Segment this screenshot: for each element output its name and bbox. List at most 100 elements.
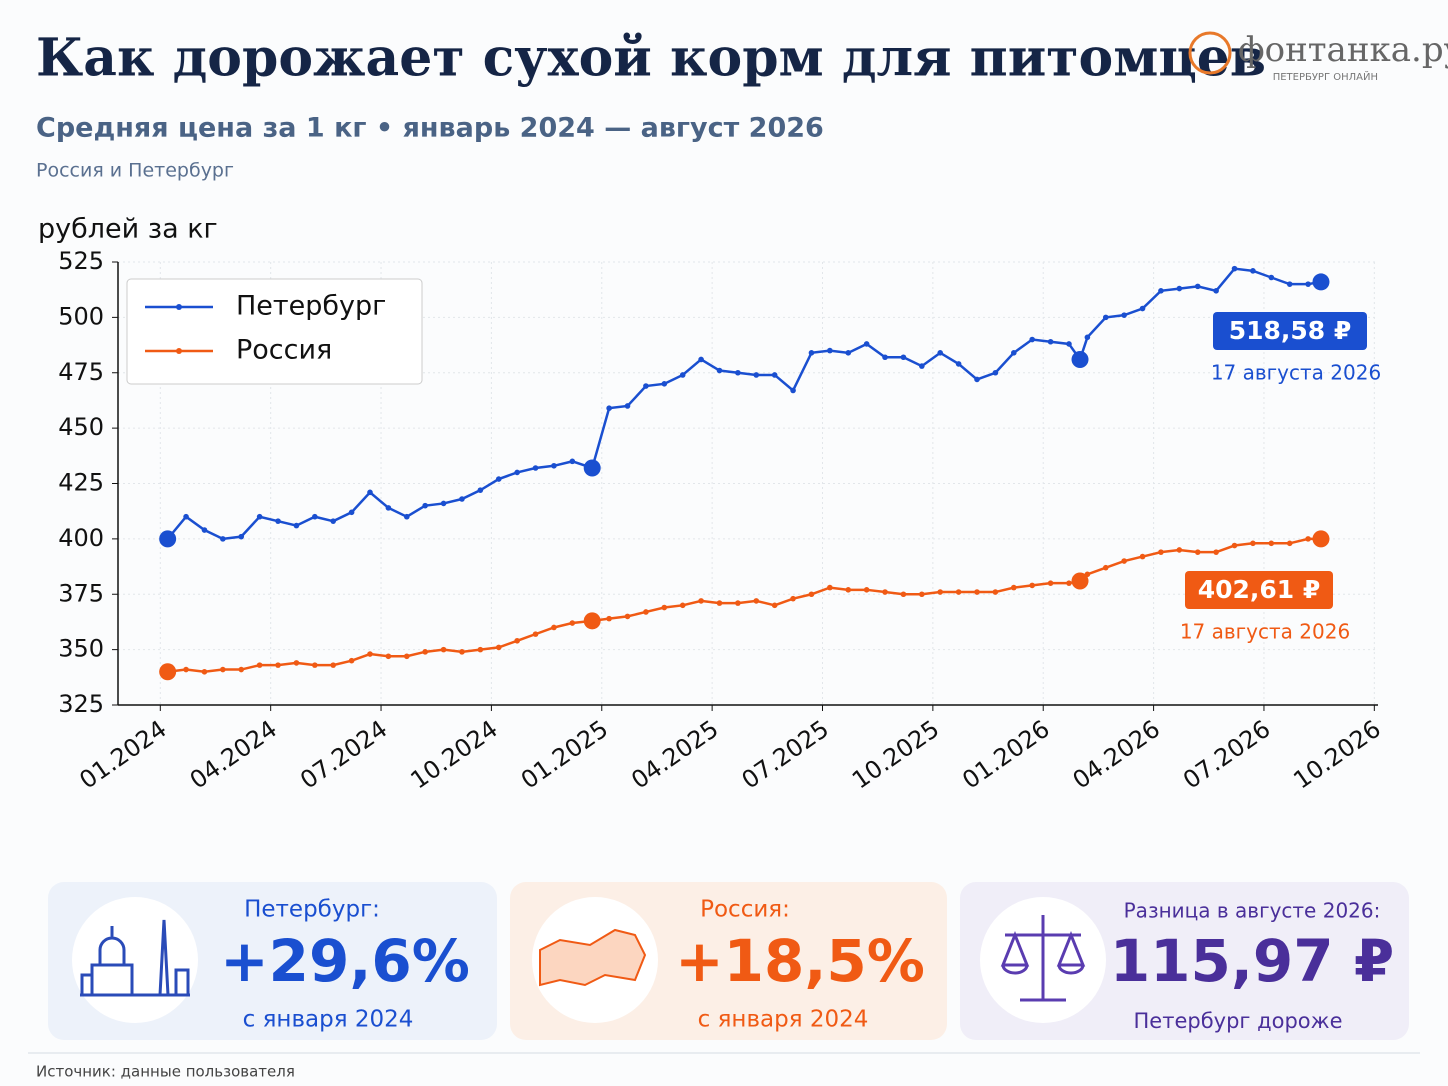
y-tick-label: 375	[58, 579, 104, 607]
logo-icon	[1188, 31, 1232, 75]
card-label: Разница в августе 2026:	[1124, 899, 1381, 923]
city-icon	[80, 919, 190, 997]
point	[808, 591, 815, 598]
highlight-point	[1071, 350, 1089, 368]
point	[551, 462, 557, 469]
point	[753, 598, 760, 604]
point	[974, 376, 980, 383]
logo: фонтанка.ру ПЕТЕРБУРГ ОНЛАЙН	[1188, 30, 1448, 83]
point	[937, 589, 944, 595]
point	[827, 584, 833, 591]
point	[1029, 336, 1035, 343]
point	[367, 489, 373, 496]
card-value: +29,6%	[220, 927, 470, 995]
point	[1176, 285, 1183, 292]
point	[1139, 553, 1146, 560]
point	[477, 487, 484, 493]
point	[403, 653, 410, 660]
point	[679, 372, 686, 378]
point	[735, 600, 741, 606]
x-tick-label: 07.2024	[295, 715, 392, 795]
point	[974, 589, 980, 595]
x-tick-label: 04.2024	[185, 715, 282, 795]
point	[1158, 287, 1164, 294]
point	[514, 469, 520, 476]
point	[459, 496, 465, 502]
point	[256, 662, 263, 668]
y-axis-label: рублей за кг	[38, 214, 218, 245]
subtitle: Средняя цена за 1 кг • январь 2024 — авг…	[36, 113, 824, 144]
point	[348, 657, 355, 664]
point	[275, 518, 281, 524]
highlight-point	[1071, 572, 1089, 590]
point	[569, 458, 576, 465]
point	[1047, 338, 1054, 345]
point	[882, 589, 888, 595]
point	[790, 595, 796, 602]
highlight-point	[1312, 530, 1330, 548]
point	[293, 522, 300, 529]
annotation-date: 17 августа 2026	[1211, 361, 1381, 385]
legend-label: Петербург	[236, 291, 386, 322]
point	[275, 662, 281, 668]
title: Как дорожает сухой корм для питомцев	[36, 28, 1266, 89]
point	[919, 363, 925, 369]
point	[1084, 571, 1091, 578]
x-tick-label: 04.2025	[626, 715, 723, 795]
point	[1213, 287, 1219, 294]
point	[532, 631, 539, 637]
point	[293, 660, 300, 666]
point	[661, 381, 668, 387]
point	[900, 354, 907, 361]
y-tick-label: 400	[58, 524, 104, 552]
point	[1176, 547, 1183, 553]
card-label: Россия:	[700, 897, 790, 923]
x-tick-label: 10.2026	[1288, 715, 1385, 795]
y-tick-label: 525	[58, 247, 104, 275]
point	[827, 347, 833, 354]
point	[698, 356, 704, 363]
map-icon	[539, 928, 647, 987]
point	[1102, 564, 1109, 571]
card-value: 115,97 ₽	[1110, 927, 1394, 995]
x-tick-label: 07.2026	[1178, 715, 1275, 795]
y-tick-label: 475	[58, 358, 104, 386]
annotation-date: 17 августа 2026	[1180, 620, 1350, 644]
annotation-box	[1185, 571, 1333, 609]
point	[220, 666, 226, 673]
point	[569, 620, 576, 626]
card-note: с января 2024	[698, 1007, 869, 1033]
point	[1250, 540, 1256, 547]
point	[312, 662, 318, 668]
point	[514, 637, 520, 644]
highlight-point	[1312, 273, 1330, 291]
point	[495, 644, 502, 651]
point	[919, 591, 925, 598]
point	[459, 649, 465, 655]
icon-bg	[72, 897, 198, 1023]
point	[624, 613, 631, 620]
scales-icon	[1000, 915, 1086, 1002]
point	[1250, 268, 1256, 274]
point	[643, 609, 649, 615]
point	[551, 624, 557, 631]
point	[1231, 265, 1238, 272]
source: Источник: данные пользователя	[36, 1063, 295, 1081]
point	[1066, 580, 1072, 586]
point	[716, 600, 723, 606]
point	[771, 372, 778, 378]
point	[1010, 350, 1017, 356]
point	[256, 513, 263, 520]
card-note: с января 2024	[243, 1007, 414, 1033]
point	[624, 403, 631, 409]
highlight-point	[159, 530, 177, 548]
x-tick-label: 01.2024	[74, 715, 171, 795]
point	[422, 649, 428, 655]
point	[1139, 305, 1146, 312]
point	[1121, 558, 1127, 564]
point	[937, 350, 944, 356]
x-tick-label: 01.2026	[957, 715, 1054, 795]
annotation-value: 402,61 ₽	[1198, 575, 1321, 604]
